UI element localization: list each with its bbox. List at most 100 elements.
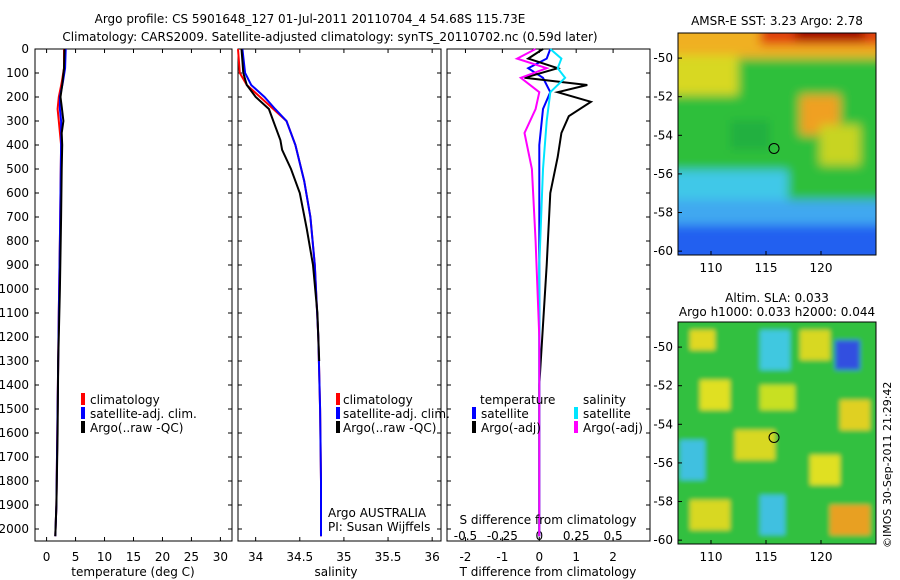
temperature-panel: 0100200300400500600700800900100011001200… [0, 42, 233, 579]
x-tick-label: 34 [248, 550, 263, 564]
legend-label-t-argo: Argo(-adj) [481, 421, 541, 435]
temperature-x-ticks: 0 5 10 15 20 25 30 [43, 49, 228, 564]
salinity-axes-frame [237, 48, 442, 542]
salinity-lines [237, 48, 322, 537]
map-y-tick-label: -58 [653, 206, 673, 220]
map-y-tick-label: -56 [653, 167, 673, 181]
difference-s-ticks: -0.5 -0.25 0 0.25 0.5 [454, 529, 623, 543]
y-tick-label: 1000 [0, 282, 29, 296]
x-tick-label: 2 [609, 550, 617, 564]
salinity-x-ticks: 34 34.5 35 35.5 36 [248, 49, 440, 564]
x-tick-label: 36 [425, 550, 440, 564]
float-agency: Argo AUSTRALIA [328, 506, 427, 520]
temperature-y-ticks: 0 100 200 300 400 500 600 700 800 900 1000 1100 1200… [0, 42, 232, 536]
legend-label-satellite: satellite-adj. clim. [90, 407, 197, 421]
map-y-tick-label: -50 [653, 340, 673, 354]
legend-label-argo: Argo(..raw -QC) [90, 421, 183, 435]
map-x-tick-label: 115 [755, 261, 778, 275]
float-pi: PI: Susan Wijffels [328, 520, 430, 534]
legend-label-s-satellite: satellite [583, 407, 631, 421]
map-y-tick-label: -50 [653, 51, 673, 65]
map-y-tick-label: -60 [653, 244, 673, 258]
difference-x-ticks: -2 -1 0 1 2 [459, 49, 617, 564]
legend-swatch-argo [81, 421, 85, 433]
x-tick-label: 5 [72, 550, 80, 564]
map-x-tick-label: 110 [700, 261, 723, 275]
legend-label-climatology: climatology [343, 393, 413, 407]
sla-field [678, 322, 876, 544]
y-tick-label: 1100 [0, 306, 29, 320]
y-tick-label: 600 [6, 186, 29, 200]
y-tick-label: 700 [6, 210, 29, 224]
sla-float-marker [768, 431, 780, 443]
sst-map-title: AMSR-E SST: 3.23 Argo: 2.78 [691, 14, 863, 28]
map-y-tick-label: -60 [653, 533, 673, 547]
map-x-tick-label: 115 [755, 550, 778, 564]
s-tick-label: 0.5 [604, 529, 623, 543]
y-tick-label: 1900 [0, 498, 29, 512]
sst-map-frame [677, 32, 877, 256]
x-tick-label: 10 [97, 550, 112, 564]
series-line [237, 48, 322, 537]
s-tick-label: -0.5 [454, 529, 477, 543]
legend-title-temperature: temperature [480, 393, 555, 407]
map-y-tick-label: -56 [653, 456, 673, 470]
x-tick-label: 20 [155, 550, 170, 564]
y-tick-label: 1700 [0, 450, 29, 464]
salinity-panel: 34 34.5 35 35.5 36 salinity climatology sate… [237, 48, 450, 579]
s-tick-label: -0.25 [487, 529, 518, 543]
map-x-tick-label: 110 [700, 550, 723, 564]
y-tick-label: 1200 [0, 330, 29, 344]
legend-swatch-argo [336, 421, 340, 433]
series-line [524, 48, 594, 537]
legend-label-s-argo: Argo(-adj) [583, 421, 643, 435]
x-tick-label: -1 [496, 550, 508, 564]
salinity-xlabel: salinity [314, 565, 357, 579]
sst-float-marker [768, 142, 780, 154]
map-y-tick-label: -52 [653, 90, 673, 104]
temperature-axes-frame [34, 48, 233, 542]
legend-label-climatology: climatology [90, 393, 160, 407]
footer-credit: ©IMOS 30-Sep-2011 21:29:42 [881, 382, 894, 548]
difference-legend: temperature satellite Argo(-adj) salinit… [472, 393, 643, 435]
legend-swatch-s-argo [574, 421, 578, 433]
difference-lines [514, 48, 594, 537]
x-tick-label: 25 [184, 550, 199, 564]
sst-map: AMSR-E SST: 3.23 Argo: 2.78 110 115 120 -50… [653, 14, 877, 275]
title-line1: Argo profile: CS 5901648_127 01-Jul-2011… [95, 12, 526, 26]
y-tick-label: 800 [6, 234, 29, 248]
legend-label-satellite: satellite-adj. clim. [343, 407, 450, 421]
sla-map-frame [677, 321, 877, 545]
y-tick-label: 1600 [0, 426, 29, 440]
sst-field [678, 33, 876, 255]
map-y-tick-label: -54 [653, 417, 673, 431]
series-line [514, 48, 550, 537]
y-tick-label: 200 [6, 90, 29, 104]
y-tick-label: 1300 [0, 354, 29, 368]
y-tick-label: 2000 [0, 522, 29, 536]
map-y-tick-label: -58 [653, 495, 673, 509]
sla-map-title-line2: Argo h1000: 0.033 h2000: 0.044 [679, 305, 875, 319]
y-tick-label: 300 [6, 114, 29, 128]
temperature-lines [54, 48, 67, 537]
temperature-legend: climatology satellite-adj. clim. Argo(..… [81, 393, 197, 435]
salinity-legend: climatology satellite-adj. clim. Argo(..… [336, 393, 450, 435]
map-y-tick-label: -52 [653, 379, 673, 393]
x-tick-label: 0 [43, 550, 51, 564]
map-x-tick-label: 120 [810, 261, 833, 275]
legend-swatch-satellite [81, 407, 85, 419]
y-tick-label: 900 [6, 258, 29, 272]
legend-label-t-satellite: satellite [481, 407, 529, 421]
x-tick-label: 1 [572, 550, 580, 564]
map-x-tick-label: 120 [810, 550, 833, 564]
x-tick-label: 35 [336, 550, 351, 564]
y-tick-label: 1500 [0, 402, 29, 416]
sla-map-ticks: 110 115 120 -50 -52 -54 -56 -58 -60 [653, 340, 832, 564]
y-tick-label: 400 [6, 138, 29, 152]
sst-map-ticks: 110 115 120 -50 -52 -54 -56 -58 -60 [653, 51, 832, 275]
difference-xlabel: T difference from climatology [459, 565, 637, 579]
difference-y-ticks [447, 48, 650, 530]
sla-map: Altim. SLA: 0.033 Argo h1000: 0.033 h200… [653, 291, 877, 564]
x-tick-label: 30 [213, 550, 228, 564]
